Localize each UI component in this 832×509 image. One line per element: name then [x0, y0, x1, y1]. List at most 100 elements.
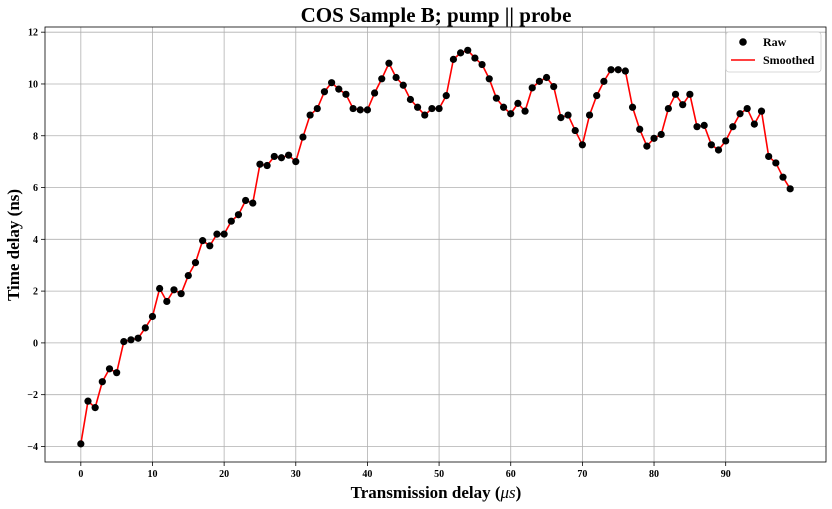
raw-point	[700, 121, 708, 129]
raw-point	[428, 104, 436, 113]
raw-point	[499, 103, 508, 111]
raw-point	[184, 271, 192, 280]
x-tick-label: 80	[649, 469, 659, 480]
chart-title: COS Sample B; pump || probe	[301, 3, 572, 27]
raw-point	[521, 107, 529, 115]
grid-lines	[45, 27, 826, 462]
raw-point	[177, 290, 185, 298]
raw-point	[607, 66, 615, 74]
raw-point	[84, 397, 92, 405]
raw-point	[256, 160, 264, 168]
axis-ticks: 0 10 20 30 40 50 60 70 80 90 −4 −2 0 2 4 6 8 10 12	[27, 28, 730, 480]
raw-point	[456, 49, 465, 57]
legend-raw-marker	[739, 38, 747, 46]
raw-point	[786, 185, 794, 193]
raw-point	[371, 89, 379, 97]
x-tick-label: 90	[721, 469, 731, 480]
raw-point	[91, 404, 99, 412]
raw-point	[234, 211, 243, 219]
raw-point	[679, 101, 687, 109]
raw-point	[292, 158, 300, 166]
raw-point	[148, 312, 157, 321]
smoothed-line	[80, 49, 791, 445]
raw-point	[750, 120, 758, 128]
raw-point	[378, 75, 386, 83]
x-tick-label: 20	[219, 469, 229, 480]
raw-point	[464, 46, 472, 54]
raw-point	[729, 123, 737, 131]
raw-point	[342, 90, 350, 98]
raw-point	[686, 90, 694, 98]
raw-point	[199, 237, 207, 245]
y-tick-label: 8	[33, 131, 38, 142]
raw-point	[220, 230, 228, 238]
legend-raw-label: Raw	[763, 35, 787, 49]
raw-point	[528, 84, 536, 92]
raw-point	[385, 59, 393, 67]
y-tick-label: 10	[28, 79, 38, 90]
raw-point	[442, 92, 450, 100]
raw-point	[277, 154, 286, 162]
raw-point	[127, 336, 135, 344]
raw-point	[550, 82, 558, 91]
raw-point	[585, 111, 594, 119]
raw-point	[557, 114, 565, 122]
x-axis-label: Transmission delay (μs)	[351, 483, 522, 502]
raw-point	[621, 67, 629, 75]
raw-point	[736, 110, 744, 118]
legend: Raw Smoothed	[725, 31, 822, 73]
legend-box	[725, 31, 822, 73]
y-tick-label: 2	[33, 287, 38, 298]
raw-point	[335, 85, 343, 93]
raw-point	[263, 161, 271, 170]
raw-point	[299, 133, 307, 141]
raw-point	[120, 338, 128, 346]
raw-point	[614, 66, 622, 74]
y-tick-label: 12	[28, 28, 38, 39]
raw-point	[743, 104, 751, 113]
y-tick-label: 4	[33, 235, 38, 246]
raw-point	[507, 110, 515, 118]
y-tick-label: 0	[33, 338, 38, 349]
raw-point	[671, 90, 680, 98]
y-tick-label: −2	[27, 390, 38, 401]
raw-point	[492, 94, 500, 102]
raw-point	[191, 259, 200, 267]
raw-point	[772, 159, 780, 167]
raw-point	[163, 297, 171, 306]
raw-point	[571, 126, 579, 135]
raw-point	[320, 88, 329, 96]
raw-point	[249, 199, 257, 207]
raw-point	[105, 365, 114, 373]
raw-point	[722, 137, 730, 145]
raw-point	[349, 104, 357, 113]
raw-point	[664, 104, 672, 113]
x-tick-label: 60	[506, 469, 516, 480]
raw-point	[213, 230, 221, 238]
raw-point	[413, 103, 422, 111]
raw-point	[578, 141, 586, 149]
raw-point	[270, 152, 278, 161]
raw-point	[77, 440, 85, 448]
legend-smoothed-label: Smoothed	[763, 53, 815, 67]
raw-point	[765, 152, 773, 161]
raw-point	[421, 111, 429, 119]
raw-point	[471, 54, 479, 62]
raw-point	[328, 79, 336, 87]
x-tick-label: 30	[291, 469, 301, 480]
raw-point	[714, 146, 723, 154]
raw-point	[134, 334, 142, 342]
raw-point	[227, 217, 235, 225]
raw-point	[156, 284, 164, 293]
raw-point	[636, 125, 644, 133]
x-tick-label: 50	[434, 469, 444, 480]
raw-point	[435, 104, 443, 113]
raw-point	[113, 369, 121, 377]
raw-point	[564, 111, 572, 119]
raw-point	[356, 106, 364, 114]
raw-point	[206, 242, 214, 250]
raw-point	[593, 92, 601, 100]
raw-point	[650, 134, 658, 142]
raw-point	[514, 99, 522, 107]
